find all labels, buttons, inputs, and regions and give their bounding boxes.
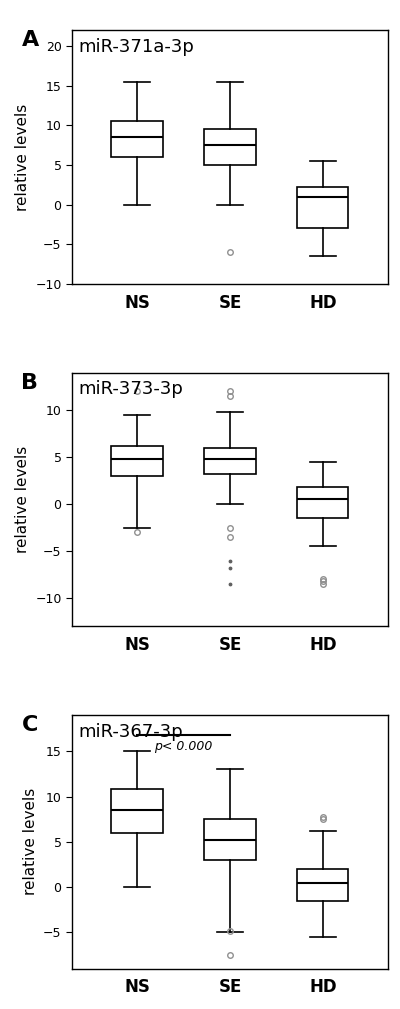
Text: miR-371a-3p: miR-371a-3p — [78, 38, 194, 55]
PathPatch shape — [112, 789, 163, 832]
PathPatch shape — [297, 188, 348, 228]
PathPatch shape — [204, 448, 256, 474]
Text: C: C — [22, 715, 38, 735]
Text: p< 0.000: p< 0.000 — [154, 741, 213, 754]
Y-axis label: relative levels: relative levels — [15, 104, 30, 211]
Y-axis label: relative levels: relative levels — [15, 446, 30, 553]
Text: B: B — [22, 372, 38, 393]
PathPatch shape — [204, 129, 256, 165]
PathPatch shape — [112, 121, 163, 157]
Y-axis label: relative levels: relative levels — [22, 788, 38, 895]
Text: miR-373-3p: miR-373-3p — [78, 380, 183, 399]
Text: miR-367-3p: miR-367-3p — [78, 722, 183, 741]
PathPatch shape — [297, 869, 348, 901]
PathPatch shape — [204, 819, 256, 860]
Text: A: A — [22, 30, 39, 50]
PathPatch shape — [112, 446, 163, 476]
PathPatch shape — [297, 487, 348, 519]
